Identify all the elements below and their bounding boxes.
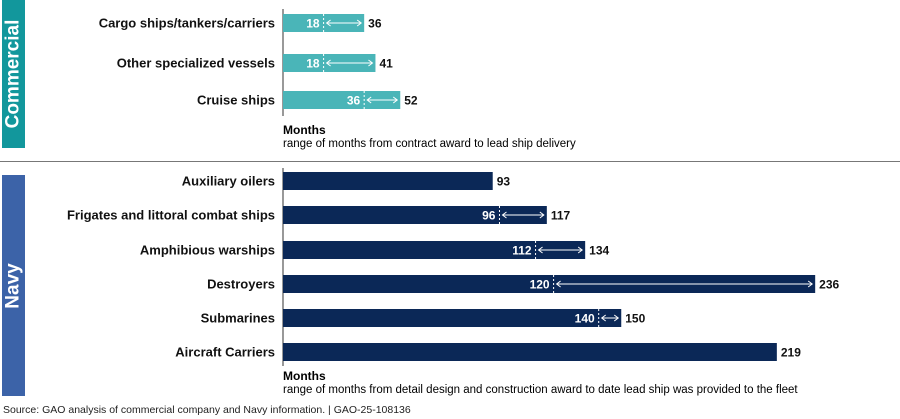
navy-arrow-right-head	[613, 314, 620, 322]
section-divider	[0, 161, 900, 162]
navy-bar	[283, 172, 493, 190]
navy-category-label: Amphibious warships	[140, 243, 275, 258]
commercial-category-label: Cargo ships/tankers/carriers	[99, 16, 275, 31]
commercial-value-label: 36	[368, 17, 382, 31]
commercial-category-label: Other specialized vessels	[117, 56, 275, 71]
navy-arrow-left-head	[537, 246, 543, 254]
commercial-arrow-right-head	[368, 59, 374, 67]
navy-bar	[283, 241, 586, 259]
navy-range-start-label: 96	[482, 209, 496, 223]
commercial-bar	[283, 91, 401, 109]
navy-bar	[283, 275, 816, 293]
navy-category-label: Aircraft Carriers	[175, 345, 275, 360]
navy-axis-subtitle: range of months from detail design and c…	[283, 384, 798, 396]
navy-bar	[283, 309, 622, 327]
navy-value-label: 134	[589, 244, 609, 258]
commercial-axis-title: Months	[283, 123, 326, 137]
commercial-arrow-right-head	[356, 19, 363, 27]
navy-value-label: 93	[497, 175, 511, 189]
commercial-range-start-label: 18	[306, 57, 320, 71]
navy-range-start-label: 140	[575, 312, 595, 326]
commercial-value-label: 41	[379, 57, 393, 71]
commercial-category-label: Cruise ships	[197, 93, 275, 108]
commercial-section-label: Commercial	[2, 0, 25, 148]
navy-category-label: Submarines	[201, 311, 275, 326]
commercial-axis-subtitle: range of months from contract award to l…	[283, 138, 576, 150]
navy-bar	[283, 206, 547, 224]
navy-arrow-right-head	[577, 246, 584, 254]
navy-value-label: 150	[625, 312, 645, 326]
navy-bar	[283, 343, 777, 361]
navy-arrow-right-head	[539, 211, 545, 219]
navy-section-label: Navy	[2, 175, 25, 396]
commercial-arrow-left-head	[325, 59, 331, 67]
navy-category-label: Frigates and littoral combat ships	[67, 208, 275, 223]
navy-range-start-label: 112	[512, 244, 532, 258]
commercial-range-start-label: 18	[306, 17, 320, 31]
navy-category-label: Destroyers	[207, 277, 275, 292]
navy-category-label: Auxiliary oilers	[182, 174, 275, 189]
navy-axis-title: Months	[283, 369, 326, 383]
commercial-arrow-left-head	[325, 19, 331, 27]
source-note: Source: GAO analysis of commercial compa…	[3, 404, 411, 416]
commercial-value-label: 52	[404, 94, 418, 108]
commercial-arrow-left-head	[366, 96, 372, 104]
navy-arrow-left-head	[555, 280, 561, 288]
commercial-arrow-right-head	[392, 96, 399, 104]
navy-arrow-right-head	[807, 280, 814, 288]
navy-arrow-left-head	[501, 211, 507, 219]
navy-arrow-left-head	[600, 314, 607, 322]
navy-value-label: 219	[781, 346, 801, 360]
navy-value-label: 236	[819, 278, 839, 292]
commercial-range-start-label: 36	[347, 94, 361, 108]
navy-range-start-label: 120	[530, 278, 550, 292]
navy-value-label: 117	[551, 209, 571, 223]
